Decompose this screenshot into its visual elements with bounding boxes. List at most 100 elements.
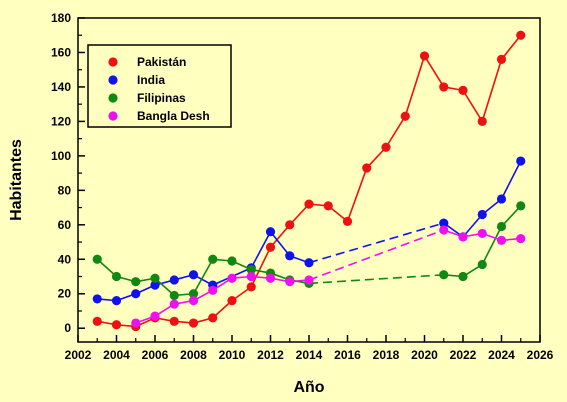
series-line-segment (404, 55, 426, 117)
x-tick-label: 2018 (373, 348, 400, 362)
data-point (111, 320, 122, 330)
data-point (496, 54, 507, 64)
x-tick-label: 2012 (257, 348, 284, 362)
data-point (439, 82, 449, 92)
series-line-segment (481, 226, 503, 265)
legend-label: Filipinas (137, 91, 186, 105)
data-point (265, 242, 276, 252)
data-point (92, 316, 102, 326)
y-axis-title: Habitantes (8, 139, 25, 221)
data-point (496, 235, 507, 245)
series-line-segment (366, 146, 387, 169)
data-point (92, 254, 102, 264)
data-point (131, 289, 141, 299)
series-dashed-segment (308, 229, 445, 281)
data-point (439, 270, 449, 280)
data-point (381, 142, 391, 152)
data-point (246, 265, 256, 275)
data-point (439, 225, 449, 235)
data-point (496, 221, 507, 232)
series-line-segment (269, 224, 291, 248)
legend-marker (108, 111, 118, 121)
data-point (400, 111, 410, 121)
data-point (477, 259, 487, 270)
series-line-segment (192, 258, 214, 295)
data-point (285, 220, 295, 230)
x-tick-label: 2026 (527, 348, 554, 362)
data-point (419, 51, 430, 61)
x-tick-label: 2016 (334, 348, 361, 362)
y-tick-label: 140 (51, 80, 71, 94)
data-point (169, 275, 179, 285)
data-point (150, 273, 160, 283)
series-line-segment (423, 55, 445, 88)
series-dashed-segment (308, 222, 444, 264)
data-point (188, 296, 199, 306)
legend-label: Bangla Desh (137, 109, 210, 123)
series-line-segment (385, 115, 406, 148)
series-pakist-n (92, 30, 526, 332)
legend-marker (108, 93, 118, 103)
series-line-segment (500, 160, 522, 200)
x-tick-label: 2014 (296, 348, 323, 362)
data-point (477, 228, 487, 239)
y-tick-label: 0 (64, 321, 71, 335)
x-tick-label: 2010 (219, 348, 246, 362)
x-tick-label: 2006 (142, 348, 169, 362)
series-line-segment (250, 231, 272, 269)
x-tick-label: 2004 (103, 348, 130, 362)
data-point (323, 201, 333, 211)
data-point (304, 258, 314, 268)
data-point (496, 194, 507, 204)
data-point (477, 209, 487, 220)
data-point (516, 233, 526, 244)
data-point (169, 290, 179, 301)
data-point (169, 299, 179, 309)
data-point (188, 289, 199, 299)
data-point (362, 163, 372, 173)
data-point (227, 256, 237, 266)
series-dashed-segment (308, 273, 444, 285)
data-point (227, 273, 237, 283)
data-point (227, 296, 237, 306)
data-point (265, 227, 276, 237)
series-line-segment (500, 34, 522, 60)
y-tick-label: 180 (51, 11, 71, 25)
series-line-segment (346, 167, 368, 222)
data-point (458, 85, 468, 95)
data-point (439, 218, 449, 228)
series-line-segment (481, 59, 503, 122)
x-tick-label: 2020 (411, 348, 438, 362)
x-axis-title: Año (293, 379, 324, 396)
data-point (516, 30, 526, 40)
data-point (477, 116, 487, 127)
data-point (516, 201, 526, 211)
series-line-segment (462, 89, 483, 122)
data-point (285, 251, 295, 261)
data-point (131, 318, 141, 328)
data-point (285, 277, 295, 287)
data-point (208, 313, 218, 323)
data-point (92, 294, 102, 304)
data-point (304, 275, 314, 285)
data-point (150, 280, 160, 290)
legend: Pakistán India Filipinas Bangla Desh (87, 44, 232, 128)
series-line-segment (289, 203, 310, 226)
x-tick-label: 2022 (450, 348, 477, 362)
y-tick-label: 160 (51, 45, 71, 59)
data-point (131, 277, 141, 287)
data-point (169, 316, 179, 326)
legend-marker (108, 57, 118, 67)
data-point (458, 232, 468, 242)
data-point (208, 285, 218, 295)
series-line-segment (500, 205, 522, 228)
y-tick-label: 40 (58, 252, 72, 266)
series-bangla-desh (131, 225, 526, 328)
data-point (342, 216, 353, 226)
legend-label: India (137, 73, 165, 87)
data-point (208, 254, 218, 264)
data-point (150, 311, 160, 321)
series-line-segment (462, 213, 483, 238)
data-point (188, 318, 199, 328)
